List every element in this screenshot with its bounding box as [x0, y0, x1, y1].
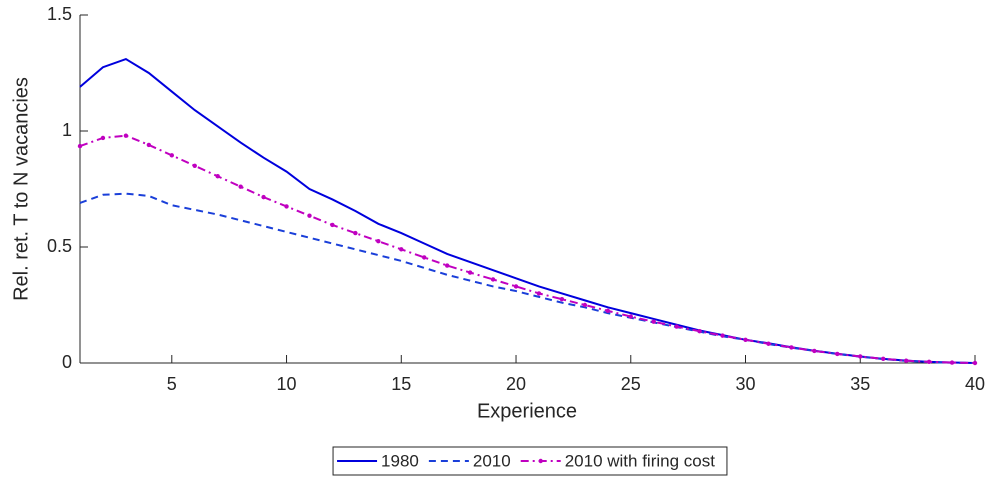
x-axis-label: Experience [477, 400, 577, 422]
series-line [79, 192, 976, 364]
series-marker [284, 204, 289, 209]
series-marker [743, 337, 748, 342]
series-marker [651, 319, 656, 324]
series-marker [399, 247, 404, 252]
legend-box [332, 446, 728, 476]
series-marker [169, 153, 174, 158]
x-tick-label: 30 [735, 374, 755, 394]
series-marker [949, 360, 955, 365]
legend-marker [538, 458, 543, 464]
series-marker [376, 239, 381, 244]
series-marker [77, 143, 83, 149]
series-marker [789, 345, 794, 350]
series-marker [490, 277, 496, 282]
x-tick-label: 10 [277, 374, 297, 394]
series-marker [467, 270, 473, 275]
series-marker [835, 351, 840, 357]
series-marker [422, 255, 427, 260]
series-marker [926, 359, 932, 365]
series-marker [307, 213, 312, 218]
series-marker [353, 230, 358, 236]
y-tick-label: 0.5 [47, 236, 72, 256]
x-tick-label: 15 [391, 374, 411, 394]
series-marker [215, 174, 220, 179]
series-marker [330, 222, 335, 228]
series-marker [858, 354, 863, 359]
x-tick-label: 35 [850, 374, 870, 394]
x-tick-label: 20 [506, 374, 526, 394]
legend-label: 1980 [381, 451, 419, 470]
series-marker [766, 341, 771, 346]
x-tick-label: 40 [965, 374, 985, 394]
series-marker [100, 135, 106, 141]
series-line [79, 134, 976, 364]
series-marker [674, 324, 679, 329]
series-marker [697, 329, 702, 334]
x-tick-label: 5 [167, 374, 177, 394]
series-line [79, 57, 976, 364]
y-tick-label: 1 [62, 120, 72, 140]
series-marker [261, 194, 266, 200]
series-marker [513, 284, 519, 289]
series-marker [812, 348, 817, 354]
series-marker [972, 360, 978, 366]
y-tick-label: 1.5 [47, 4, 72, 24]
series-marker [536, 291, 542, 296]
series-marker [881, 356, 886, 362]
y-tick-label: 0 [62, 352, 72, 372]
series-marker [628, 314, 633, 319]
series-marker [605, 308, 611, 313]
legend-label: 2010 [473, 451, 511, 470]
series-marker [444, 263, 450, 268]
series-marker [720, 333, 725, 338]
y-axis-label: Rel. ret. T to N vacancies [10, 77, 32, 301]
x-tick-label: 25 [621, 374, 641, 394]
series-marker [903, 358, 909, 363]
legend-label: 2010 with firing cost [565, 451, 716, 470]
series-marker [238, 184, 243, 189]
series-marker [146, 142, 152, 148]
series-marker [559, 297, 565, 302]
series-marker [123, 133, 129, 138]
series-marker [192, 163, 197, 168]
series-marker [582, 302, 588, 308]
